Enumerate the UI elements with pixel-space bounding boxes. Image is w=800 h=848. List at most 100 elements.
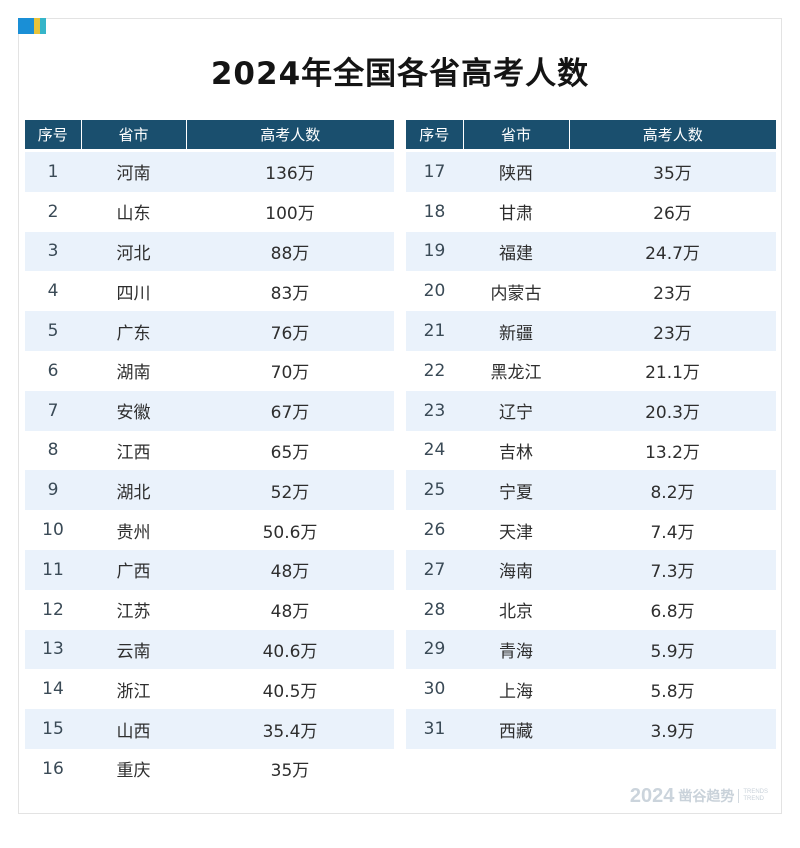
province-cell: 四川	[116, 283, 151, 304]
page-title: 2024年全国各省高考人数	[210, 56, 590, 92]
rank-cell: 20	[423, 281, 446, 302]
table-row: 5 广东 76万	[25, 311, 394, 351]
rank-cell: 30	[423, 679, 446, 700]
rank-cell: 27	[406, 549, 463, 590]
province-cell: 广东	[81, 311, 186, 351]
rank-cell: 15	[25, 709, 81, 749]
count-cell: 83万	[270, 283, 310, 304]
province-cell: 广西	[81, 549, 186, 590]
province-cell: 黑龙江	[490, 363, 542, 384]
province-cell: 湖南	[116, 363, 151, 384]
count-cell: 35万	[270, 761, 310, 782]
table-row: 3 河北 88万	[25, 231, 394, 272]
rank-cell: 16	[42, 758, 64, 779]
count-cell: 3.9万	[569, 709, 776, 749]
count-cell: 67万	[186, 390, 394, 431]
province-cell: 浙江	[116, 681, 151, 702]
table-row: 15 山西 35.4万	[25, 709, 394, 749]
count-cell: 76万	[186, 311, 394, 351]
table-row: 25 宁夏 8.2万	[406, 470, 776, 511]
table-row: 26 天津 7.4万	[406, 510, 776, 550]
province-cell: 重庆	[116, 761, 151, 782]
count-cell: 48万	[186, 549, 394, 590]
table-row: 14 浙江 40.5万	[25, 669, 394, 709]
corner-accent-yellow	[34, 18, 40, 34]
count-cell: 35.4万	[186, 709, 394, 749]
ranking-table-right: 序号 省市 高考人数 17 陕西 35万 18 甘肃 26万 19 福建 24.7万 20 内蒙古 2…	[406, 120, 776, 749]
table-row: 2 山东 100万	[25, 192, 394, 232]
count-cell: 52万	[186, 470, 394, 511]
table-row: 8 江西 65万	[25, 431, 394, 471]
count-cell: 6.8万	[650, 602, 695, 623]
province-cell: 上海	[499, 681, 533, 702]
rank-cell: 3	[25, 231, 81, 272]
table-body-left: 1 河南 136万 2 山东 100万 3 河北 88万 4 四川 83万 5 广东 76万 6 湖南 70万 7 安…	[25, 149, 394, 789]
table-row: 23 辽宁 20.3万	[406, 390, 776, 431]
corner-accent	[18, 18, 46, 34]
table-row: 30 上海 5.8万	[406, 669, 776, 709]
table-row: 11 广西 48万	[25, 549, 394, 590]
province-cell: 天津	[499, 522, 533, 543]
rank-cell: 28	[423, 599, 446, 620]
rank-cell: 1	[25, 152, 81, 192]
count-cell: 48万	[270, 602, 310, 623]
province-cell: 海南	[463, 549, 569, 590]
province-cell: 辽宁	[463, 390, 569, 431]
watermark-logo: 2024 凿谷趋势 TRENDS TREND	[630, 785, 768, 807]
count-cell: 7.3万	[569, 549, 776, 590]
table-row: 31 西藏 3.9万	[406, 709, 776, 749]
rank-cell: 22	[423, 360, 446, 381]
count-cell: 88万	[186, 231, 394, 272]
province-cell: 青海	[463, 629, 569, 670]
province-cell: 河北	[81, 231, 186, 272]
table-row: 4 四川 83万	[25, 271, 394, 311]
header-province: 省市	[462, 120, 569, 149]
count-cell: 13.2万	[645, 442, 700, 463]
table-row: 9 湖北 52万	[25, 470, 394, 511]
header-province: 省市	[80, 120, 186, 149]
province-cell: 甘肃	[499, 204, 533, 225]
count-cell: 23万	[653, 283, 692, 304]
table-row: 12 江苏 48万	[25, 590, 394, 630]
count-cell: 24.7万	[569, 231, 776, 272]
table-row: 29 青海 5.9万	[406, 629, 776, 670]
rank-cell: 13	[25, 629, 81, 670]
count-cell: 65万	[270, 442, 310, 463]
watermark-sub-line1: TRENDS	[743, 789, 768, 795]
count-cell: 23万	[569, 311, 776, 351]
province-cell: 西藏	[463, 709, 569, 749]
table-row: 24 吉林 13.2万	[406, 431, 776, 471]
watermark-year: 2024	[629, 784, 675, 807]
table-row: 17 陕西 35万	[406, 152, 776, 192]
province-cell: 江西	[116, 442, 151, 463]
count-cell: 5.9万	[569, 629, 776, 670]
count-cell: 26万	[653, 204, 692, 225]
table-row: 27 海南 7.3万	[406, 549, 776, 590]
province-cell: 北京	[499, 602, 533, 623]
corner-accent-blue	[18, 18, 34, 34]
rank-cell: 6	[47, 360, 59, 381]
province-cell: 陕西	[463, 152, 569, 192]
count-cell: 50.6万	[262, 522, 318, 543]
rank-cell: 4	[47, 281, 59, 302]
table-row: 7 安徽 67万	[25, 390, 394, 431]
rank-cell: 29	[406, 629, 463, 670]
table-row: 19 福建 24.7万	[406, 231, 776, 272]
table-row: 6 湖南 70万	[25, 351, 394, 391]
count-cell: 70万	[270, 363, 310, 384]
table-row: 16 重庆 35万	[25, 749, 394, 789]
table-row: 21 新疆 23万	[406, 311, 776, 351]
corner-accent-teal	[40, 18, 46, 34]
province-cell: 山西	[81, 709, 186, 749]
header-count: 高考人数	[185, 120, 394, 149]
rank-cell: 26	[423, 520, 446, 541]
rank-cell: 11	[25, 549, 81, 590]
table-row: 20 内蒙古 23万	[406, 271, 776, 311]
province-cell: 吉林	[499, 442, 533, 463]
province-cell: 内蒙古	[490, 283, 542, 304]
rank-cell: 19	[406, 231, 463, 272]
count-cell: 35万	[569, 152, 776, 192]
count-cell: 8.2万	[569, 470, 776, 511]
rank-cell: 7	[25, 390, 81, 431]
rank-cell: 8	[47, 440, 59, 461]
